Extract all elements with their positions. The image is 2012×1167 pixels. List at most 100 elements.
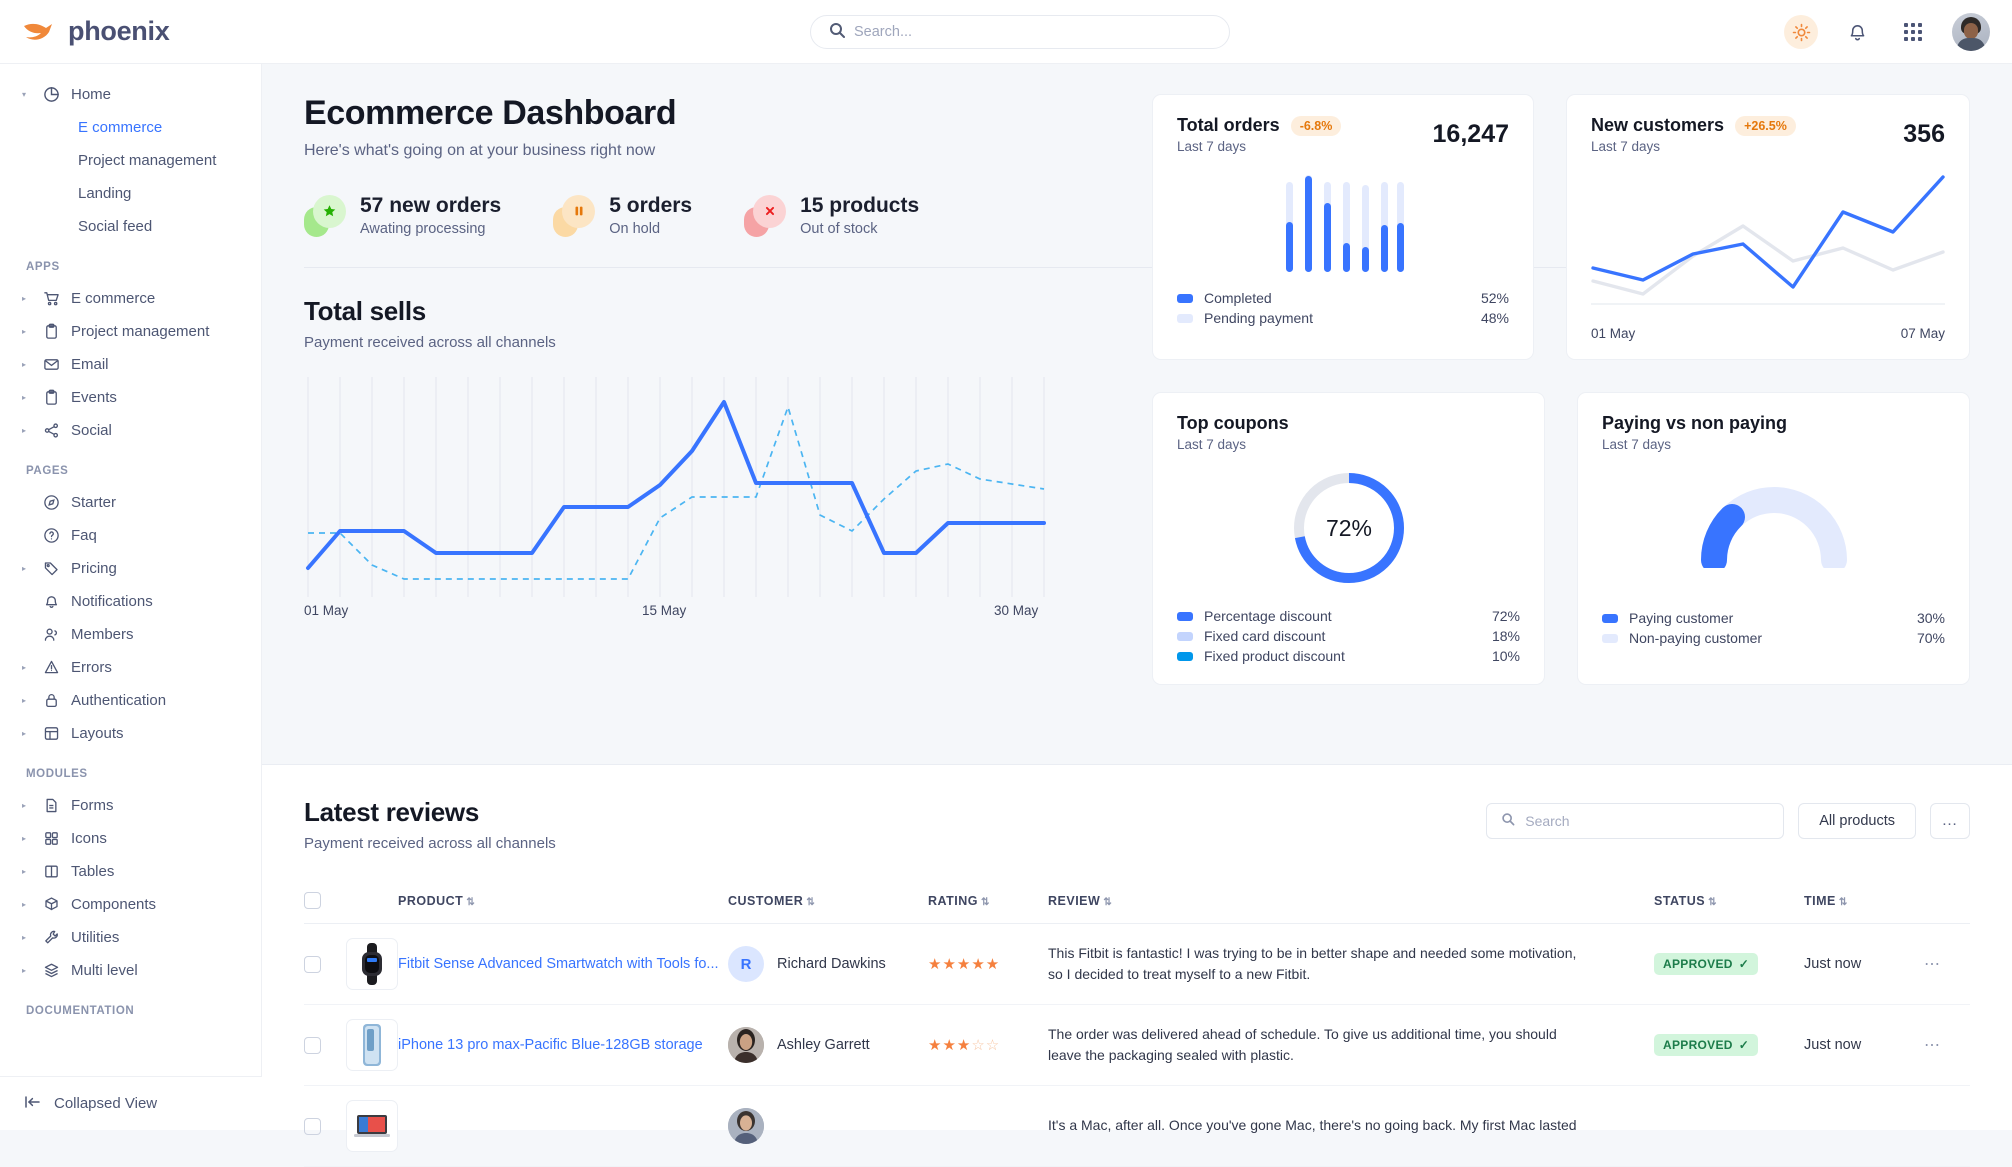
collapsed-view-toggle[interactable]: Collapsed View [0,1076,262,1130]
card-title: Total orders [1177,115,1280,135]
status-label: APPROVED [1663,1038,1733,1052]
sidebar-item-home[interactable]: ▾ Home [0,78,261,111]
sidebar-item-members[interactable]: Members [0,618,261,651]
col-status[interactable]: STATUS ⇅ [1654,878,1804,924]
sidebar-section-documentation: DOCUMENTATION [26,1005,135,1017]
x-axis-label-start: 01 May [1591,326,1636,341]
row-checkbox[interactable] [304,955,321,973]
sidebar-item-landing[interactable]: Landing [78,185,132,202]
sidebar-item-apps-email[interactable]: ▸ Email [0,348,261,381]
sidebar-item-components[interactable]: ▸ Components [0,888,261,921]
sidebar-label: Icons [71,830,107,847]
col-review[interactable]: REVIEW ⇅ [1048,878,1654,924]
brand-logo[interactable]: phoenix [0,16,262,47]
fitbit-watch-thumb [346,938,398,990]
sidebar-item-authentication[interactable]: ▸ Authentication [0,684,261,717]
stat-out-of-stock: 15 products Out of stock [744,194,919,237]
card-period: Last 7 days [1602,437,1672,452]
phoenix-bird-icon [22,19,56,45]
chevron-right-icon: ▸ [22,564,27,573]
all-products-filter-button[interactable]: All products [1798,803,1916,839]
sidebar-item-e-commerce[interactable]: E commerce [78,119,163,136]
share-nodes-icon [42,421,61,440]
table-row[interactable]: Fitbit Sense Advanced Smartwatch with To… [304,923,1970,1005]
sidebar-item-forms[interactable]: ▸ Forms [0,789,261,822]
reviews-search-input[interactable] [1525,813,1770,829]
total-sells-subtitle: Payment received across all channels [304,334,556,351]
review-text: It's a Mac, after all. Once you've gone … [1048,1117,1577,1134]
status-badge: APPROVED ✓ [1654,1034,1759,1056]
select-all-checkbox[interactable] [304,892,321,909]
status-label: APPROVED [1663,957,1733,971]
sidebar-item-project-management[interactable]: Project management [78,152,217,169]
sidebar-item-apps-project-management[interactable]: ▸ Project management [0,315,261,348]
col-customer[interactable]: CUSTOMER ⇅ [728,878,928,924]
sidebar-label: Pricing [71,560,117,577]
row-more-button[interactable]: ⋯ [1924,1037,1941,1054]
row-customer-cell: R Richard Dawkins [728,923,928,1005]
apps-grid-icon[interactable] [1896,15,1930,49]
col-rating[interactable]: RATING ⇅ [928,878,1048,924]
col-product[interactable]: PRODUCT ⇅ [398,878,728,924]
sidebar-item-layouts[interactable]: ▸ Layouts [0,717,261,750]
legend-item: Non-paying customer 70% [1602,628,1945,648]
legend-label: Pending payment [1204,310,1313,326]
sidebar-item-faq[interactable]: Faq [0,519,261,552]
paying-gauge-chart [1602,484,1945,568]
sidebar-item-icons[interactable]: ▸ Icons [0,822,261,855]
row-more-button[interactable]: ⋯ [1924,956,1941,973]
iphone-thumb [346,1019,398,1071]
sidebar-item-notifications[interactable]: Notifications [0,585,261,618]
sidebar-item-pricing[interactable]: ▸ Pricing [0,552,261,585]
legend-label: Non-paying customer [1629,630,1763,646]
card-paying-vs-non-paying: Paying vs non paying Last 7 days Paying … [1577,392,1970,685]
sidebar-nav: ▾ Home E commerce Project management Lan… [0,64,261,1076]
global-search[interactable] [810,15,1230,49]
bell-icon[interactable] [1840,15,1874,49]
sidebar-item-apps-ecommerce[interactable]: ▸ E commerce [0,282,261,315]
search-input[interactable] [854,24,1211,40]
sidebar-item-apps-social[interactable]: ▸ Social [0,414,261,447]
table-row[interactable]: iPhone 13 pro max-Pacific Blue-128GB sto… [304,1004,1970,1086]
sun-icon[interactable] [1784,15,1818,49]
clipboard-icon [42,322,61,341]
x-axis-label-start: 01 May [304,603,349,618]
row-select-cell [304,1085,346,1167]
col-time[interactable]: TIME ⇅ [1804,878,1924,924]
sidebar-item-multi-level[interactable]: ▸ Multi level [0,954,261,987]
thumb-header [346,878,398,924]
review-text: The order was delivered ahead of schedul… [1048,1025,1557,1063]
collapsed-view-label: Collapsed View [54,1095,158,1112]
sidebar-item-utilities[interactable]: ▸ Utilities [0,921,261,954]
chevron-right-icon: ▸ [22,696,27,705]
sidebar-item-tables[interactable]: ▸ Tables [0,855,261,888]
sidebar-label: Multi level [71,962,138,979]
legend-value: 48% [1480,310,1509,326]
reviews-more-button[interactable]: … [1930,803,1970,839]
sidebar-label: Utilities [71,929,120,946]
legend-label: Paying customer [1629,610,1734,626]
document-icon [42,796,61,815]
row-checkbox[interactable] [304,1117,321,1135]
legend-label: Percentage discount [1204,608,1332,624]
user-avatar[interactable] [1952,13,1990,51]
sidebar-item-social-feed[interactable]: Social feed [78,218,153,235]
chevron-right-icon: ▸ [22,933,27,942]
reviews-search[interactable] [1486,803,1785,839]
sidebar-item-apps-events[interactable]: ▸ Events [0,381,261,414]
table-row[interactable]: It's a Mac, after all. Once you've gone … [304,1085,1970,1167]
box-icon [42,895,61,914]
legend-swatch [1602,613,1618,623]
customer-name: Ashley Garrett [777,1037,870,1053]
legend-swatch [1177,293,1193,303]
close-x-icon [744,194,787,237]
total-sells-title: Total sells [304,296,426,326]
product-link[interactable]: Fitbit Sense Advanced Smartwatch with To… [398,956,719,972]
sidebar-item-errors[interactable]: ▸ Errors [0,651,261,684]
stat-caption: Awating processing [360,221,486,237]
row-rating-cell [928,1085,1048,1167]
row-checkbox[interactable] [304,1036,321,1054]
sidebar-item-starter[interactable]: Starter [0,486,261,519]
top-bar-actions [1784,0,1990,64]
product-link[interactable]: iPhone 13 pro max-Pacific Blue-128GB sto… [398,1037,703,1053]
